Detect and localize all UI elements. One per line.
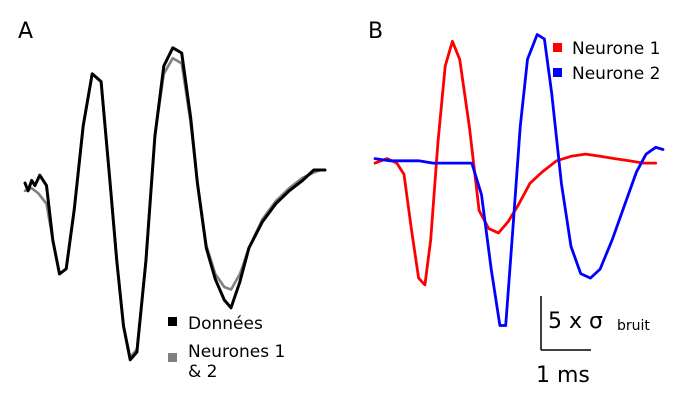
legend-label-neurone-1: Neurone 1 [572, 39, 660, 59]
scale-bar-y-label: 5 x σ [548, 309, 603, 334]
panel-a-legend: Données Neurones 1 & 2 [168, 314, 285, 382]
legend-label-neurones-line2: & 2 [188, 362, 217, 382]
panel-b-plot [373, 33, 665, 327]
panel-b-series-line-neurone-2 [373, 33, 665, 327]
legend-swatch-neurone-2 [553, 68, 562, 77]
panel-a-letter: A [18, 19, 33, 44]
legend-label-neurone-2: Neurone 2 [572, 64, 660, 84]
legend-swatch-donnees [168, 317, 177, 326]
legend-label-donnees: Données [188, 314, 263, 334]
panel-b-letter: B [368, 19, 383, 44]
scale-bar-y-subscript: bruit [617, 318, 650, 334]
legend-label-neurones-line1: Neurones 1 [188, 342, 285, 362]
scale-bar-x-label: 1 ms [536, 363, 590, 388]
scale-bar: 5 x σ bruit 1 ms [536, 296, 650, 388]
legend-swatch-neurones [168, 353, 177, 362]
panel-a-plot [23, 46, 327, 362]
panel-a-series-line-donn-es [23, 46, 327, 362]
legend-swatch-neurone-1 [553, 43, 562, 52]
panel-b-legend: Neurone 1 Neurone 2 [553, 39, 660, 84]
panel-a-series-line-neurones-1-2 [23, 56, 322, 359]
